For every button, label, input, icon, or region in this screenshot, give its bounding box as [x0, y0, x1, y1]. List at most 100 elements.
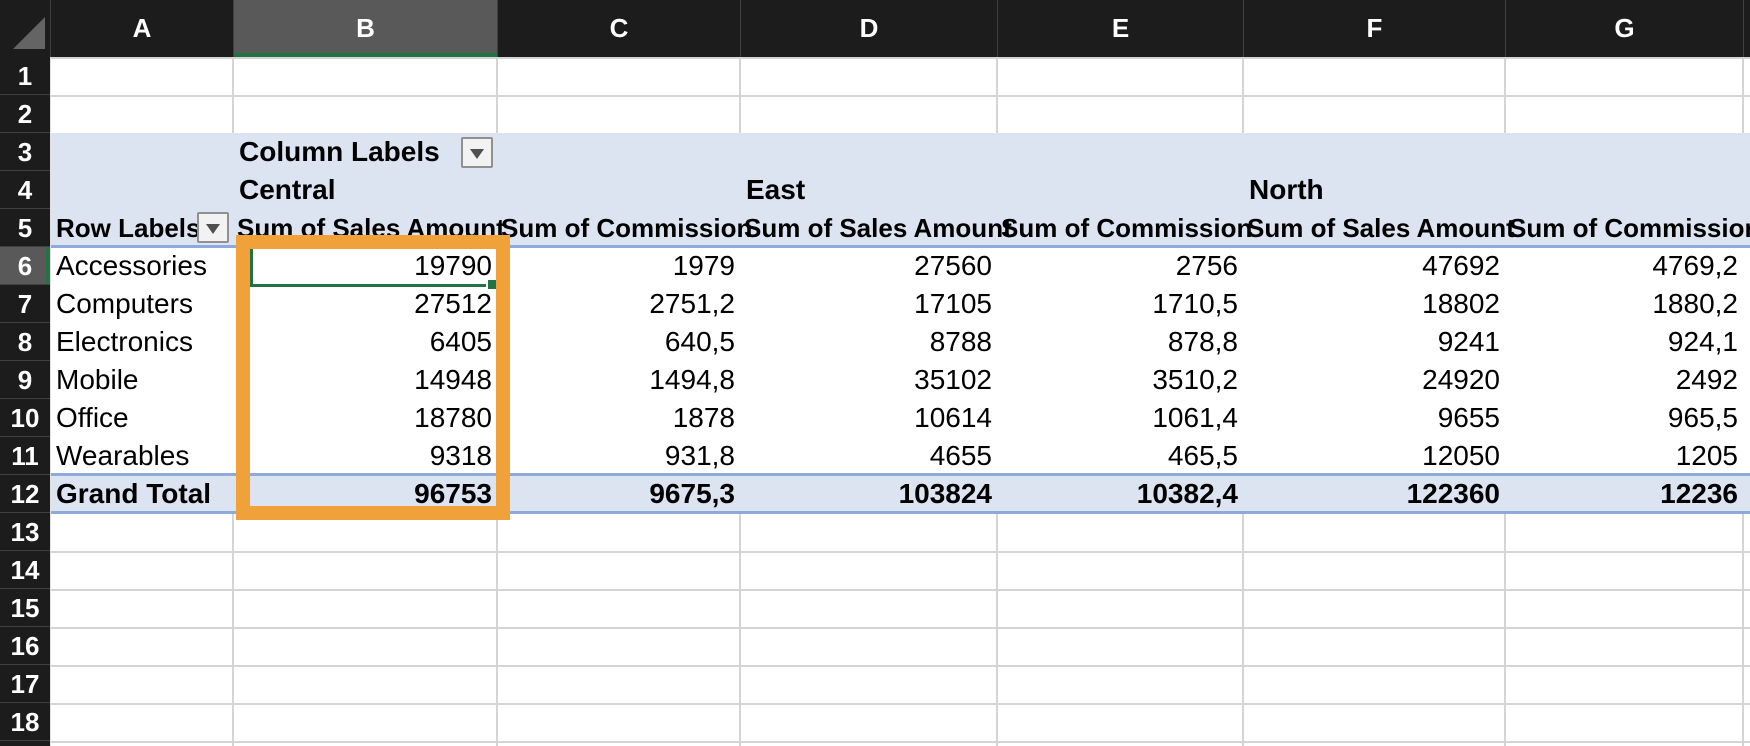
cell-A12-grand-total[interactable]: Grand Total — [56, 478, 212, 509]
row-header-2[interactable]: 2 — [0, 95, 50, 133]
cell-A7[interactable]: Computers — [56, 288, 193, 319]
cell-F9[interactable]: 24920 — [1422, 364, 1500, 395]
cell-F4-group-north[interactable]: North — [1249, 174, 1324, 205]
cell-D8[interactable]: 8788 — [929, 326, 992, 357]
row-header-4[interactable]: 4 — [0, 171, 50, 209]
row-header-14[interactable]: 14 — [0, 551, 50, 589]
row-header-edge-line — [49, 57, 51, 746]
row-header-17[interactable]: 17 — [0, 665, 50, 703]
cell-B6-active[interactable]: 19790 — [414, 250, 492, 281]
row-header-18[interactable]: 18 — [0, 703, 50, 741]
row-header-5[interactable]: 5 — [0, 209, 50, 247]
row-header-13[interactable]: 13 — [0, 513, 50, 551]
cell-B4-group-central[interactable]: Central — [239, 174, 336, 205]
column-header-F[interactable]: F — [1243, 0, 1505, 57]
cell-E5-header[interactable]: Sum of Commission — [1001, 213, 1253, 243]
cell-G5-header[interactable]: Sum of Commission — [1509, 213, 1750, 243]
cell-C6[interactable]: 1979 — [672, 250, 735, 281]
cell-F8[interactable]: 9241 — [1437, 326, 1500, 357]
column-header-E[interactable]: E — [997, 0, 1243, 57]
cell-B11[interactable]: 9318 — [429, 440, 492, 471]
cell-A11[interactable]: Wearables — [56, 440, 190, 471]
cell-E12[interactable]: 10382,4 — [1136, 478, 1238, 509]
row-header-15[interactable]: 15 — [0, 589, 50, 627]
select-all-corner[interactable] — [0, 0, 50, 57]
cell-G9[interactable]: 2492 — [1675, 364, 1738, 395]
cell-A6[interactable]: Accessories — [56, 250, 207, 281]
cell-F5-header[interactable]: Sum of Sales Amount — [1247, 213, 1515, 243]
row-header-3[interactable]: 3 — [0, 133, 50, 171]
cell-G7[interactable]: 1880,2 — [1652, 288, 1738, 319]
gridline — [50, 57, 1750, 59]
column-labels-filter-button[interactable] — [461, 137, 493, 168]
row-header-12[interactable]: 12 — [0, 475, 50, 513]
cell-G10[interactable]: 965,5 — [1667, 402, 1738, 433]
cell-E8[interactable]: 878,8 — [1167, 326, 1238, 357]
row-header-7[interactable]: 7 — [0, 285, 50, 323]
cell-F7[interactable]: 18802 — [1422, 288, 1500, 319]
row-header-16[interactable]: 16 — [0, 627, 50, 665]
gridline — [1504, 513, 1506, 746]
cell-G8[interactable]: 924,1 — [1667, 326, 1738, 357]
row-header-9[interactable]: 9 — [0, 361, 50, 399]
cell-C11[interactable]: 931,8 — [664, 440, 735, 471]
cell-F10[interactable]: 9655 — [1437, 402, 1500, 433]
cell-C12[interactable]: 9675,3 — [649, 478, 735, 509]
row-header-6-selected[interactable]: 6 — [0, 247, 50, 285]
cell-D10[interactable]: 10614 — [914, 402, 992, 433]
cell-A10[interactable]: Office — [56, 402, 129, 433]
cell-E11[interactable]: 465,5 — [1167, 440, 1238, 471]
row-header-19-sliver[interactable] — [0, 741, 50, 746]
gridline — [50, 551, 1750, 553]
column-header-H-sliver[interactable] — [1743, 0, 1750, 57]
cell-A5-row-labels[interactable]: Row Labels — [56, 213, 201, 243]
cell-B10[interactable]: 18780 — [414, 402, 492, 433]
cell-C5-header[interactable]: Sum of Commission — [501, 213, 753, 243]
gridline — [1742, 513, 1744, 746]
cell-D12[interactable]: 103824 — [898, 478, 992, 509]
cell-D4-group-east[interactable]: East — [746, 174, 806, 205]
column-header-G[interactable]: G — [1505, 0, 1743, 57]
row-labels-filter-button[interactable] — [197, 212, 229, 243]
column-header-A[interactable]: A — [50, 0, 233, 57]
cell-C9[interactable]: 1494,8 — [649, 364, 735, 395]
row-header-10[interactable]: 10 — [0, 399, 50, 437]
cell-D5-header[interactable]: Sum of Sales Amount — [744, 213, 1012, 243]
cell-E6[interactable]: 2756 — [1175, 250, 1238, 281]
cell-E9[interactable]: 3510,2 — [1152, 364, 1238, 395]
cell-A9[interactable]: Mobile — [56, 364, 139, 395]
cell-D9[interactable]: 35102 — [914, 364, 992, 395]
cell-F11[interactable]: 12050 — [1422, 440, 1500, 471]
column-header-C[interactable]: C — [497, 0, 740, 57]
cell-E10[interactable]: 1061,4 — [1152, 402, 1238, 433]
cell-B9[interactable]: 14948 — [414, 364, 492, 395]
row-header-1[interactable]: 1 — [0, 57, 50, 95]
row-header-bar: 1 2 3 4 5 6 7 8 9 10 11 12 13 14 15 16 1… — [0, 57, 50, 746]
cell-G6[interactable]: 4769,2 — [1652, 250, 1738, 281]
cell-E7[interactable]: 1710,5 — [1152, 288, 1238, 319]
column-header-B-selected[interactable]: B — [233, 0, 497, 57]
cell-F6[interactable]: 47692 — [1422, 250, 1500, 281]
cell-D11[interactable]: 4655 — [929, 440, 992, 471]
cell-C8[interactable]: 640,5 — [664, 326, 735, 357]
cell-C7[interactable]: 2751,2 — [649, 288, 735, 319]
gridline — [50, 703, 1750, 705]
gridline — [232, 513, 234, 746]
cell-A8[interactable]: Electronics — [56, 326, 193, 357]
row-header-11[interactable]: 11 — [0, 437, 50, 475]
cell-B7[interactable]: 27512 — [414, 288, 492, 319]
cell-B8[interactable]: 6405 — [429, 326, 492, 357]
cell-B3-column-labels[interactable]: Column Labels — [239, 136, 440, 167]
cell-G12[interactable]: 12236 — [1660, 478, 1738, 509]
cell-D6[interactable]: 27560 — [914, 250, 992, 281]
column-header-D[interactable]: D — [740, 0, 997, 57]
gridline — [50, 95, 1750, 97]
cell-G11[interactable]: 1205 — [1675, 440, 1738, 471]
row-header-8[interactable]: 8 — [0, 323, 50, 361]
cell-B12[interactable]: 96753 — [414, 478, 492, 509]
cell-D7[interactable]: 17105 — [914, 288, 992, 319]
gridline — [496, 513, 498, 746]
cell-C10[interactable]: 1878 — [672, 402, 735, 433]
cell-F12[interactable]: 122360 — [1406, 478, 1500, 509]
